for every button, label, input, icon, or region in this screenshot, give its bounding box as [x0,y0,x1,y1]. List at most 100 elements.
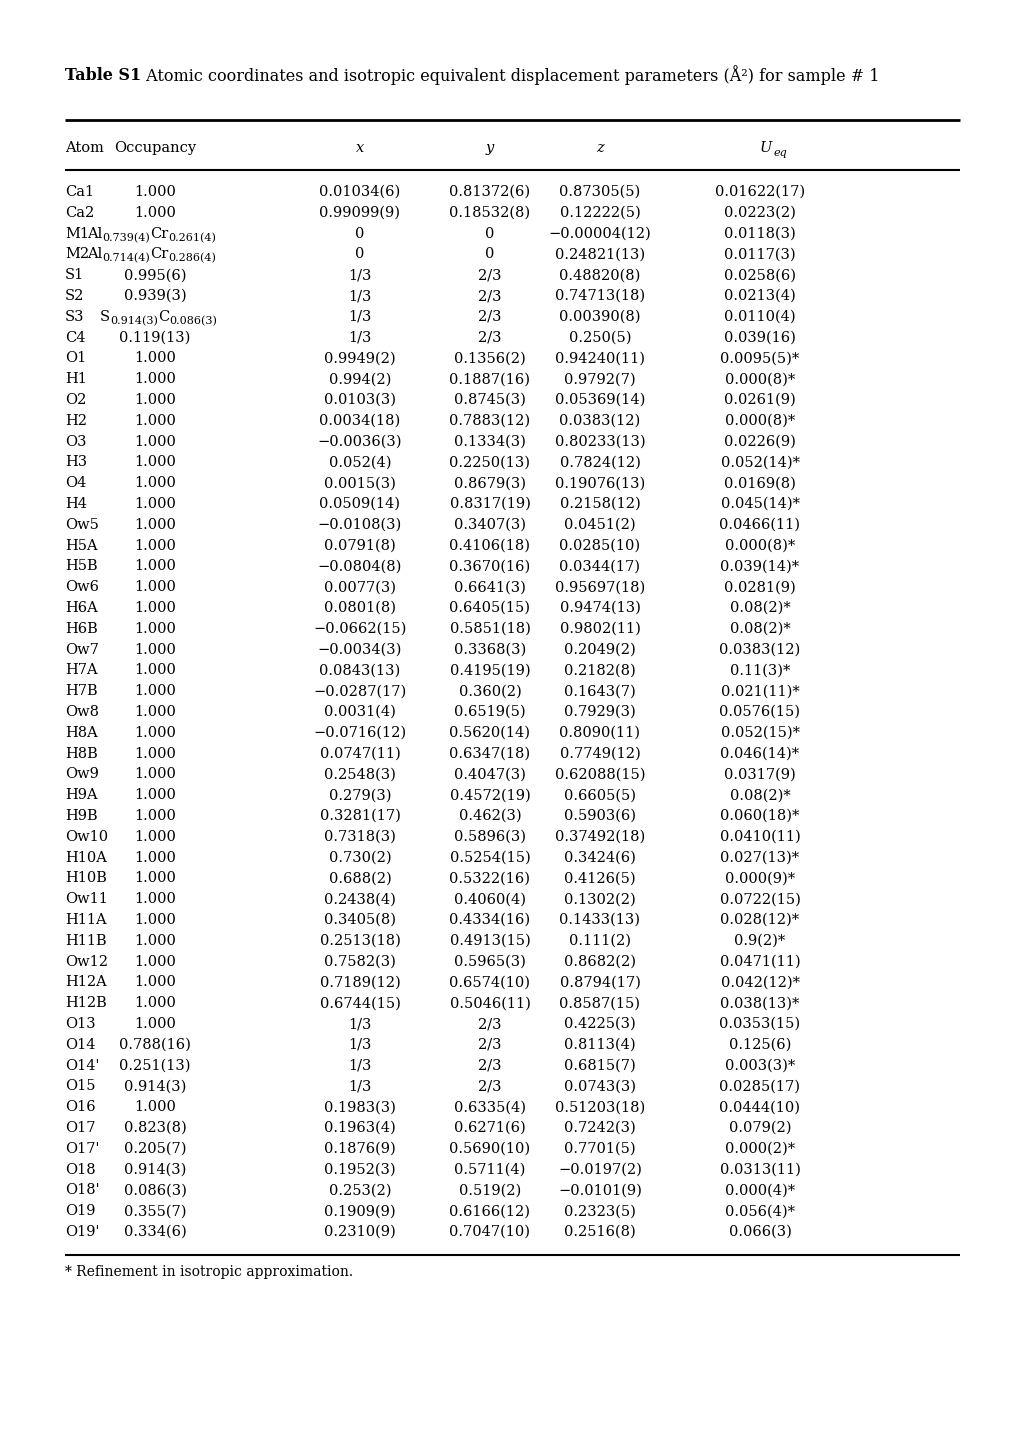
Text: 1.000: 1.000 [133,456,175,469]
Text: M2: M2 [65,247,89,261]
Text: 0.9802(11): 0.9802(11) [559,622,640,636]
Text: 1.000: 1.000 [133,913,175,926]
Text: 0.6335(4): 0.6335(4) [453,1100,526,1114]
Text: 0.0118(3): 0.0118(3) [723,227,795,241]
Text: 0.205(7): 0.205(7) [123,1141,186,1156]
Text: H9A: H9A [65,788,98,802]
Text: 0.6605(5): 0.6605(5) [564,788,636,802]
Text: O17: O17 [65,1121,96,1136]
Text: O19: O19 [65,1205,96,1218]
Text: 0.038(13)*: 0.038(13)* [719,996,799,1010]
Text: 0.48820(8): 0.48820(8) [558,268,640,283]
Text: 1/3: 1/3 [347,268,371,283]
Text: 1.000: 1.000 [133,872,175,886]
Text: 0.000(8)*: 0.000(8)* [725,372,795,387]
Text: Ow8: Ow8 [65,706,99,719]
Text: 0.046(14)*: 0.046(14)* [719,746,799,760]
Text: 1.000: 1.000 [133,414,175,427]
Text: 0.286(4): 0.286(4) [168,253,216,264]
Text: 0.87305(5): 0.87305(5) [558,185,640,199]
Text: −0.0662(15): −0.0662(15) [313,622,407,636]
Text: H12A: H12A [65,975,107,990]
Text: 0.261(4): 0.261(4) [168,232,216,242]
Text: 0.6519(5): 0.6519(5) [453,706,526,719]
Text: O3: O3 [65,434,87,449]
Text: −0.0716(12): −0.0716(12) [313,726,407,740]
Text: 0.12222(5): 0.12222(5) [559,206,640,219]
Text: 0.039(16): 0.039(16) [723,330,795,345]
Text: 0: 0 [355,247,365,261]
Text: Ca1: Ca1 [65,185,94,199]
Text: 0.18532(8): 0.18532(8) [449,206,530,219]
Text: 0.079(2): 0.079(2) [728,1121,791,1136]
Text: 1.000: 1.000 [133,1017,175,1030]
Text: 0.9(2)*: 0.9(2)* [734,934,785,948]
Text: 0.2049(2): 0.2049(2) [564,642,635,657]
Text: O17': O17' [65,1141,100,1156]
Text: 0.0722(15): 0.0722(15) [718,892,800,906]
Text: 0.01622(17): 0.01622(17) [714,185,804,199]
Text: 1.000: 1.000 [133,955,175,968]
Text: 1.000: 1.000 [133,664,175,677]
Text: H9B: H9B [65,810,98,823]
Text: 0.19076(13): 0.19076(13) [554,476,644,491]
Text: 0.0743(3): 0.0743(3) [564,1079,636,1094]
Text: z: z [595,141,603,154]
Text: 0.995(6): 0.995(6) [123,268,186,283]
Text: H6B: H6B [65,622,98,636]
Text: 0.0285(10): 0.0285(10) [558,538,640,553]
Text: 1/3: 1/3 [347,1017,371,1030]
Text: 0.7824(12): 0.7824(12) [559,456,640,469]
Text: 0.4106(18): 0.4106(18) [449,538,530,553]
Text: 1.000: 1.000 [133,560,175,573]
Text: Ow9: Ow9 [65,768,99,782]
Text: O14': O14' [65,1059,100,1072]
Text: 0.0444(10): 0.0444(10) [718,1100,800,1114]
Text: 0.000(8)*: 0.000(8)* [725,414,795,427]
Text: 0.8794(17): 0.8794(17) [559,975,640,990]
Text: 0.11(3)*: 0.11(3)* [730,664,790,677]
Text: 0.0353(15): 0.0353(15) [718,1017,800,1030]
Text: 0.7749(12): 0.7749(12) [559,746,640,760]
Text: 1.000: 1.000 [133,934,175,948]
Text: Ca2: Ca2 [65,206,94,219]
Text: 2/3: 2/3 [478,330,501,345]
Text: 0.3368(3): 0.3368(3) [453,642,526,657]
Text: 0.0383(12): 0.0383(12) [558,414,640,427]
Text: 2/3: 2/3 [478,1059,501,1072]
Text: 0.7701(5): 0.7701(5) [564,1141,635,1156]
Text: 0.9949(2): 0.9949(2) [324,352,395,365]
Text: 0.0258(6): 0.0258(6) [723,268,795,283]
Text: 1.000: 1.000 [133,372,175,387]
Text: 0.9474(13): 0.9474(13) [559,600,640,615]
Text: 0.1334(3): 0.1334(3) [453,434,526,449]
Text: 0.730(2): 0.730(2) [328,850,391,864]
Text: 0.688(2): 0.688(2) [328,872,391,886]
Text: H8A: H8A [65,726,98,740]
Text: 1.000: 1.000 [133,1100,175,1114]
Text: 0.0117(3): 0.0117(3) [723,247,795,261]
Text: 1.000: 1.000 [133,476,175,491]
Text: 0.0466(11): 0.0466(11) [718,518,800,532]
Text: 0.0031(4): 0.0031(4) [324,706,395,719]
Text: 0.1952(3): 0.1952(3) [324,1163,395,1176]
Text: 0.0410(11): 0.0410(11) [719,830,800,844]
Text: 0.4047(3): 0.4047(3) [453,768,526,782]
Text: 0.7582(3): 0.7582(3) [324,955,395,968]
Text: 1.000: 1.000 [133,600,175,615]
Text: 0.8090(11): 0.8090(11) [559,726,640,740]
Text: 0.2516(8): 0.2516(8) [564,1225,635,1240]
Text: eq: eq [772,149,787,157]
Text: −0.0034(3): −0.0034(3) [318,642,401,657]
Text: 0.000(9)*: 0.000(9)* [725,872,794,886]
Text: 0.0285(17): 0.0285(17) [718,1079,800,1094]
Text: 0.4195(19): 0.4195(19) [449,664,530,677]
Text: 0.0791(8): 0.0791(8) [324,538,395,553]
Text: O18': O18' [65,1183,100,1198]
Text: H7B: H7B [65,684,98,698]
Text: 1.000: 1.000 [133,706,175,719]
Text: 0: 0 [485,227,494,241]
Text: 0.0576(15): 0.0576(15) [718,706,800,719]
Text: 2/3: 2/3 [478,310,501,323]
Text: 0.3407(3): 0.3407(3) [453,518,526,532]
